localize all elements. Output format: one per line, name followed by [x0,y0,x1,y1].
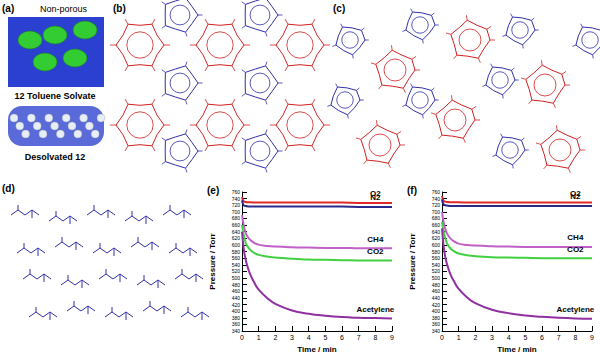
svg-text:0: 0 [440,334,444,341]
svg-text:Pressure / Torr: Pressure / Torr [208,233,217,289]
svg-text:4: 4 [507,334,511,341]
svg-text:7: 7 [357,334,361,341]
svg-text:580: 580 [232,249,241,255]
svg-text:CH4: CH4 [567,233,584,242]
svg-text:660: 660 [232,222,241,228]
svg-text:560: 560 [232,255,241,261]
svg-text:520: 520 [232,268,241,274]
svg-text:1: 1 [257,334,261,341]
svg-text:520: 520 [432,268,441,274]
svg-text:N2: N2 [570,192,581,201]
svg-text:6: 6 [540,334,544,341]
svg-text:580: 580 [432,249,441,255]
svg-text:5: 5 [323,334,327,341]
svg-text:CO2: CO2 [567,245,584,254]
svg-text:CO2: CO2 [367,247,384,256]
svg-text:700: 700 [232,209,241,215]
svg-text:560: 560 [432,255,441,261]
svg-text:N2: N2 [370,193,381,202]
svg-text:8: 8 [373,334,377,341]
svg-text:480: 480 [232,282,241,288]
svg-text:760: 760 [232,189,241,195]
svg-text:460: 460 [232,288,241,294]
svg-text:12 Toluene Solvate: 12 Toluene Solvate [15,91,96,101]
svg-text:540: 540 [432,262,441,268]
svg-text:420: 420 [432,302,441,308]
svg-text:Time / min: Time / min [497,345,537,354]
svg-text:480: 480 [432,282,441,288]
svg-text:6: 6 [340,334,344,341]
svg-text:(a): (a) [2,3,14,14]
svg-text:380: 380 [432,315,441,321]
svg-text:4: 4 [307,334,311,341]
svg-text:Desolvated 12: Desolvated 12 [25,152,86,162]
svg-text:680: 680 [232,215,241,221]
svg-text:9: 9 [390,334,394,341]
svg-text:720: 720 [432,202,441,208]
svg-text:700: 700 [432,209,441,215]
svg-text:1: 1 [457,334,461,341]
svg-text:640: 640 [432,229,441,235]
svg-text:Time / min: Time / min [297,345,337,354]
svg-text:(b): (b) [113,3,126,14]
svg-text:3: 3 [490,334,494,341]
svg-text:680: 680 [432,215,441,221]
svg-text:460: 460 [432,288,441,294]
svg-text:3: 3 [290,334,294,341]
svg-text:8: 8 [573,334,577,341]
svg-text:620: 620 [232,235,241,241]
svg-text:740: 740 [232,196,241,202]
svg-text:500: 500 [432,275,441,281]
svg-text:640: 640 [232,229,241,235]
svg-text:420: 420 [232,302,241,308]
svg-text:720: 720 [232,202,241,208]
svg-text:Acetylene: Acetylene [356,305,394,314]
svg-text:760: 760 [432,189,441,195]
svg-text:9: 9 [590,334,594,341]
svg-text:2: 2 [473,334,477,341]
svg-text:Non-porous: Non-porous [40,4,88,14]
svg-text:540: 540 [232,262,241,268]
svg-text:340: 340 [432,328,441,334]
svg-text:400: 400 [232,308,241,314]
svg-text:7: 7 [557,334,561,341]
svg-text:(d): (d) [2,183,15,194]
svg-text:740: 740 [432,196,441,202]
svg-text:5: 5 [523,334,527,341]
svg-text:CH4: CH4 [367,235,384,244]
svg-text:440: 440 [232,295,241,301]
svg-text:660: 660 [432,222,441,228]
svg-text:600: 600 [432,242,441,248]
svg-text:500: 500 [232,275,241,281]
svg-text:600: 600 [232,242,241,248]
svg-text:360: 360 [432,321,441,327]
svg-text:(f): (f) [407,185,417,196]
svg-text:(c): (c) [333,3,345,14]
svg-text:340: 340 [232,328,241,334]
svg-text:440: 440 [432,295,441,301]
svg-text:380: 380 [232,315,241,321]
svg-text:Acetylene: Acetylene [556,305,594,314]
svg-text:(e): (e) [207,185,219,196]
svg-text:360: 360 [232,321,241,327]
svg-text:Pressure / Torr: Pressure / Torr [408,233,417,289]
svg-text:2: 2 [273,334,277,341]
svg-text:0: 0 [240,334,244,341]
svg-text:620: 620 [432,235,441,241]
svg-text:400: 400 [432,308,441,314]
